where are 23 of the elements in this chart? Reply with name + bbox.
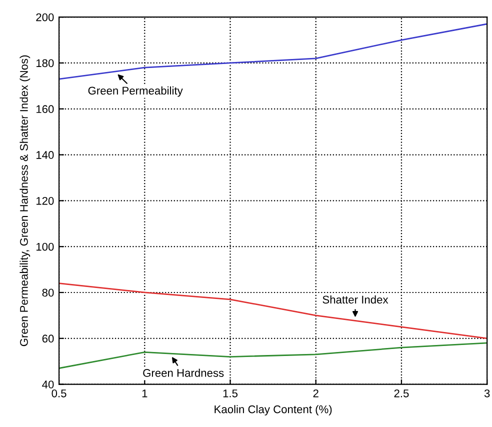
y-tick-label: 120 [36, 196, 54, 205]
annotation: Shatter Index [322, 295, 388, 304]
y-tick-label: 40 [42, 380, 54, 388]
y-tick-label: 160 [36, 105, 54, 114]
y-tick-label: 200 [36, 13, 54, 22]
x-tick-label: 0.5 [52, 389, 66, 398]
y-tick-label: 60 [42, 334, 54, 343]
y-axis-title: Green Permeability, Green Hardness & Shatter Index (Nos) [20, 55, 30, 346]
x-tick-label: 2.5 [394, 389, 409, 398]
line-series [59, 342, 488, 369]
y-tick-label: 100 [36, 242, 54, 251]
x-axis-title: Kaolin Clay Content (%) [214, 405, 332, 416]
annotation: Green Permeability [88, 86, 183, 97]
x-tick-label: 1 [142, 390, 148, 398]
y-tick-label: 140 [36, 151, 54, 159]
x-tick-label: 3 [484, 389, 490, 398]
annotation: Green Hardness [143, 368, 224, 377]
line-series [59, 23, 488, 80]
y-tick-label: 180 [36, 59, 54, 68]
x-tick-label: 1.5 [223, 390, 238, 398]
line-series [59, 282, 488, 340]
x-tick-label: 2 [313, 389, 318, 398]
y-tick-label: 80 [42, 288, 54, 297]
